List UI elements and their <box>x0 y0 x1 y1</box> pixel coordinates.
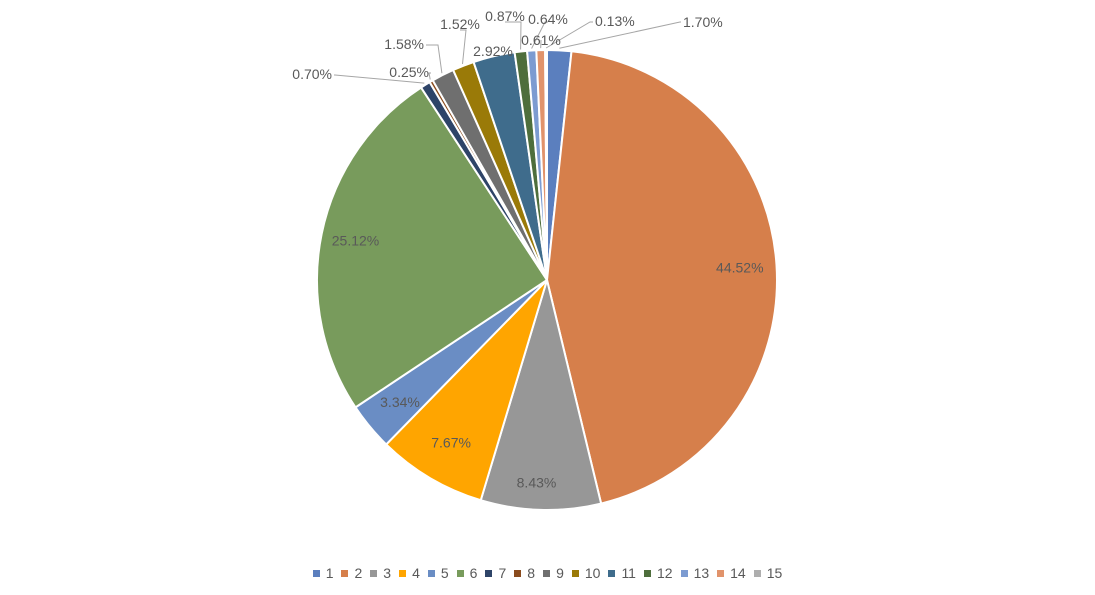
leader-line-15 <box>545 21 593 49</box>
pie-slice-2 <box>546 50 778 505</box>
legend-label-2: 2 <box>354 565 363 581</box>
data-label-7: 0.70% <box>292 66 332 82</box>
legend-swatch-10 <box>571 569 579 577</box>
leader-lines <box>334 21 681 84</box>
legend-item-15: 15 <box>753 565 783 581</box>
legend-label-7: 7 <box>498 565 507 581</box>
leader-line-10 <box>460 29 467 64</box>
legend-swatch-11 <box>608 569 616 577</box>
legend-label-4: 4 <box>412 565 420 581</box>
data-label-4: 7.67% <box>431 434 471 450</box>
legend: 1 2 3 4 5 6 7 8 9 10 11 12 13 14 15 <box>0 563 1095 583</box>
legend-swatch-9 <box>543 569 551 577</box>
leader-line-8 <box>428 72 431 80</box>
legend-label-8: 8 <box>527 565 536 581</box>
legend-swatch-14 <box>717 569 725 577</box>
leader-line-9 <box>426 44 443 74</box>
legend-label-10: 10 <box>584 565 601 581</box>
legend-label-13: 13 <box>693 565 710 581</box>
leader-line-13 <box>531 21 548 49</box>
leader-line-12 <box>505 21 522 50</box>
data-label-13: 0.64% <box>528 11 568 27</box>
data-label-5: 3.34% <box>380 394 420 410</box>
legend-swatch-1 <box>312 569 320 577</box>
pie-slice-3 <box>479 279 603 511</box>
legend-swatch-3 <box>370 569 378 577</box>
legend-swatch-12 <box>643 569 651 577</box>
legend-swatch-5 <box>427 569 435 577</box>
pie-slice-15 <box>544 49 548 281</box>
legend-swatch-4 <box>399 569 407 577</box>
legend-item-14: 14 <box>717 565 746 581</box>
data-label-9: 1.58% <box>384 36 424 52</box>
data-label-3: 8.43% <box>517 474 557 490</box>
legend-swatch-7 <box>485 569 493 577</box>
legend-label-3: 3 <box>383 565 392 581</box>
legend-swatch-15 <box>753 569 761 577</box>
leader-line-1 <box>559 21 681 49</box>
legend-item-1: 1 <box>312 565 334 581</box>
data-label-12: 0.87% <box>485 8 525 24</box>
legend-item-7: 7 <box>485 565 506 581</box>
legend-label-15: 15 <box>766 565 783 581</box>
legend-item-11: 11 <box>608 565 636 581</box>
data-label-15: 0.13% <box>595 13 635 29</box>
legend-swatch-6 <box>456 569 464 577</box>
data-label-1: 1.70% <box>683 14 723 30</box>
legend-swatch-8 <box>514 569 522 577</box>
legend-item-2: 2 <box>341 565 362 581</box>
data-label-14: 0.61% <box>521 32 561 48</box>
legend-swatch-13 <box>680 569 688 577</box>
legend-item-4: 4 <box>399 565 420 581</box>
legend-label-12: 12 <box>656 565 673 581</box>
pie-slice-6 <box>316 86 548 409</box>
legend-swatch-2 <box>341 569 349 577</box>
legend-item-8: 8 <box>514 565 535 581</box>
data-label-2: 44.52% <box>716 259 763 275</box>
legend-label-11: 11 <box>621 565 636 581</box>
legend-item-5: 5 <box>427 565 449 581</box>
legend-item-13: 13 <box>680 565 710 581</box>
legend-label-9: 9 <box>556 565 564 581</box>
legend-label-1: 1 <box>325 565 334 581</box>
leader-line-7 <box>334 74 425 84</box>
pie-slices <box>316 49 778 511</box>
data-label-8: 0.25% <box>389 64 429 80</box>
legend-label-6: 6 <box>469 565 478 581</box>
legend-item-3: 3 <box>370 565 391 581</box>
data-labels: 1.70% 44.52% 8.43% 7.67% 3.34% 25.12% 0.70% 0.2… <box>292 8 763 490</box>
legend-item-9: 9 <box>543 565 564 581</box>
data-label-6: 25.12% <box>332 233 379 249</box>
legend-label-5: 5 <box>440 565 449 581</box>
legend-item-6: 6 <box>456 565 478 581</box>
legend-label-14: 14 <box>730 565 746 581</box>
pie-slice-4 <box>385 279 548 502</box>
legend-item-10: 10 <box>571 565 601 581</box>
legend-item-12: 12 <box>643 565 673 581</box>
data-label-10: 1.52% <box>440 16 480 32</box>
data-label-11: 2.92% <box>473 43 513 59</box>
